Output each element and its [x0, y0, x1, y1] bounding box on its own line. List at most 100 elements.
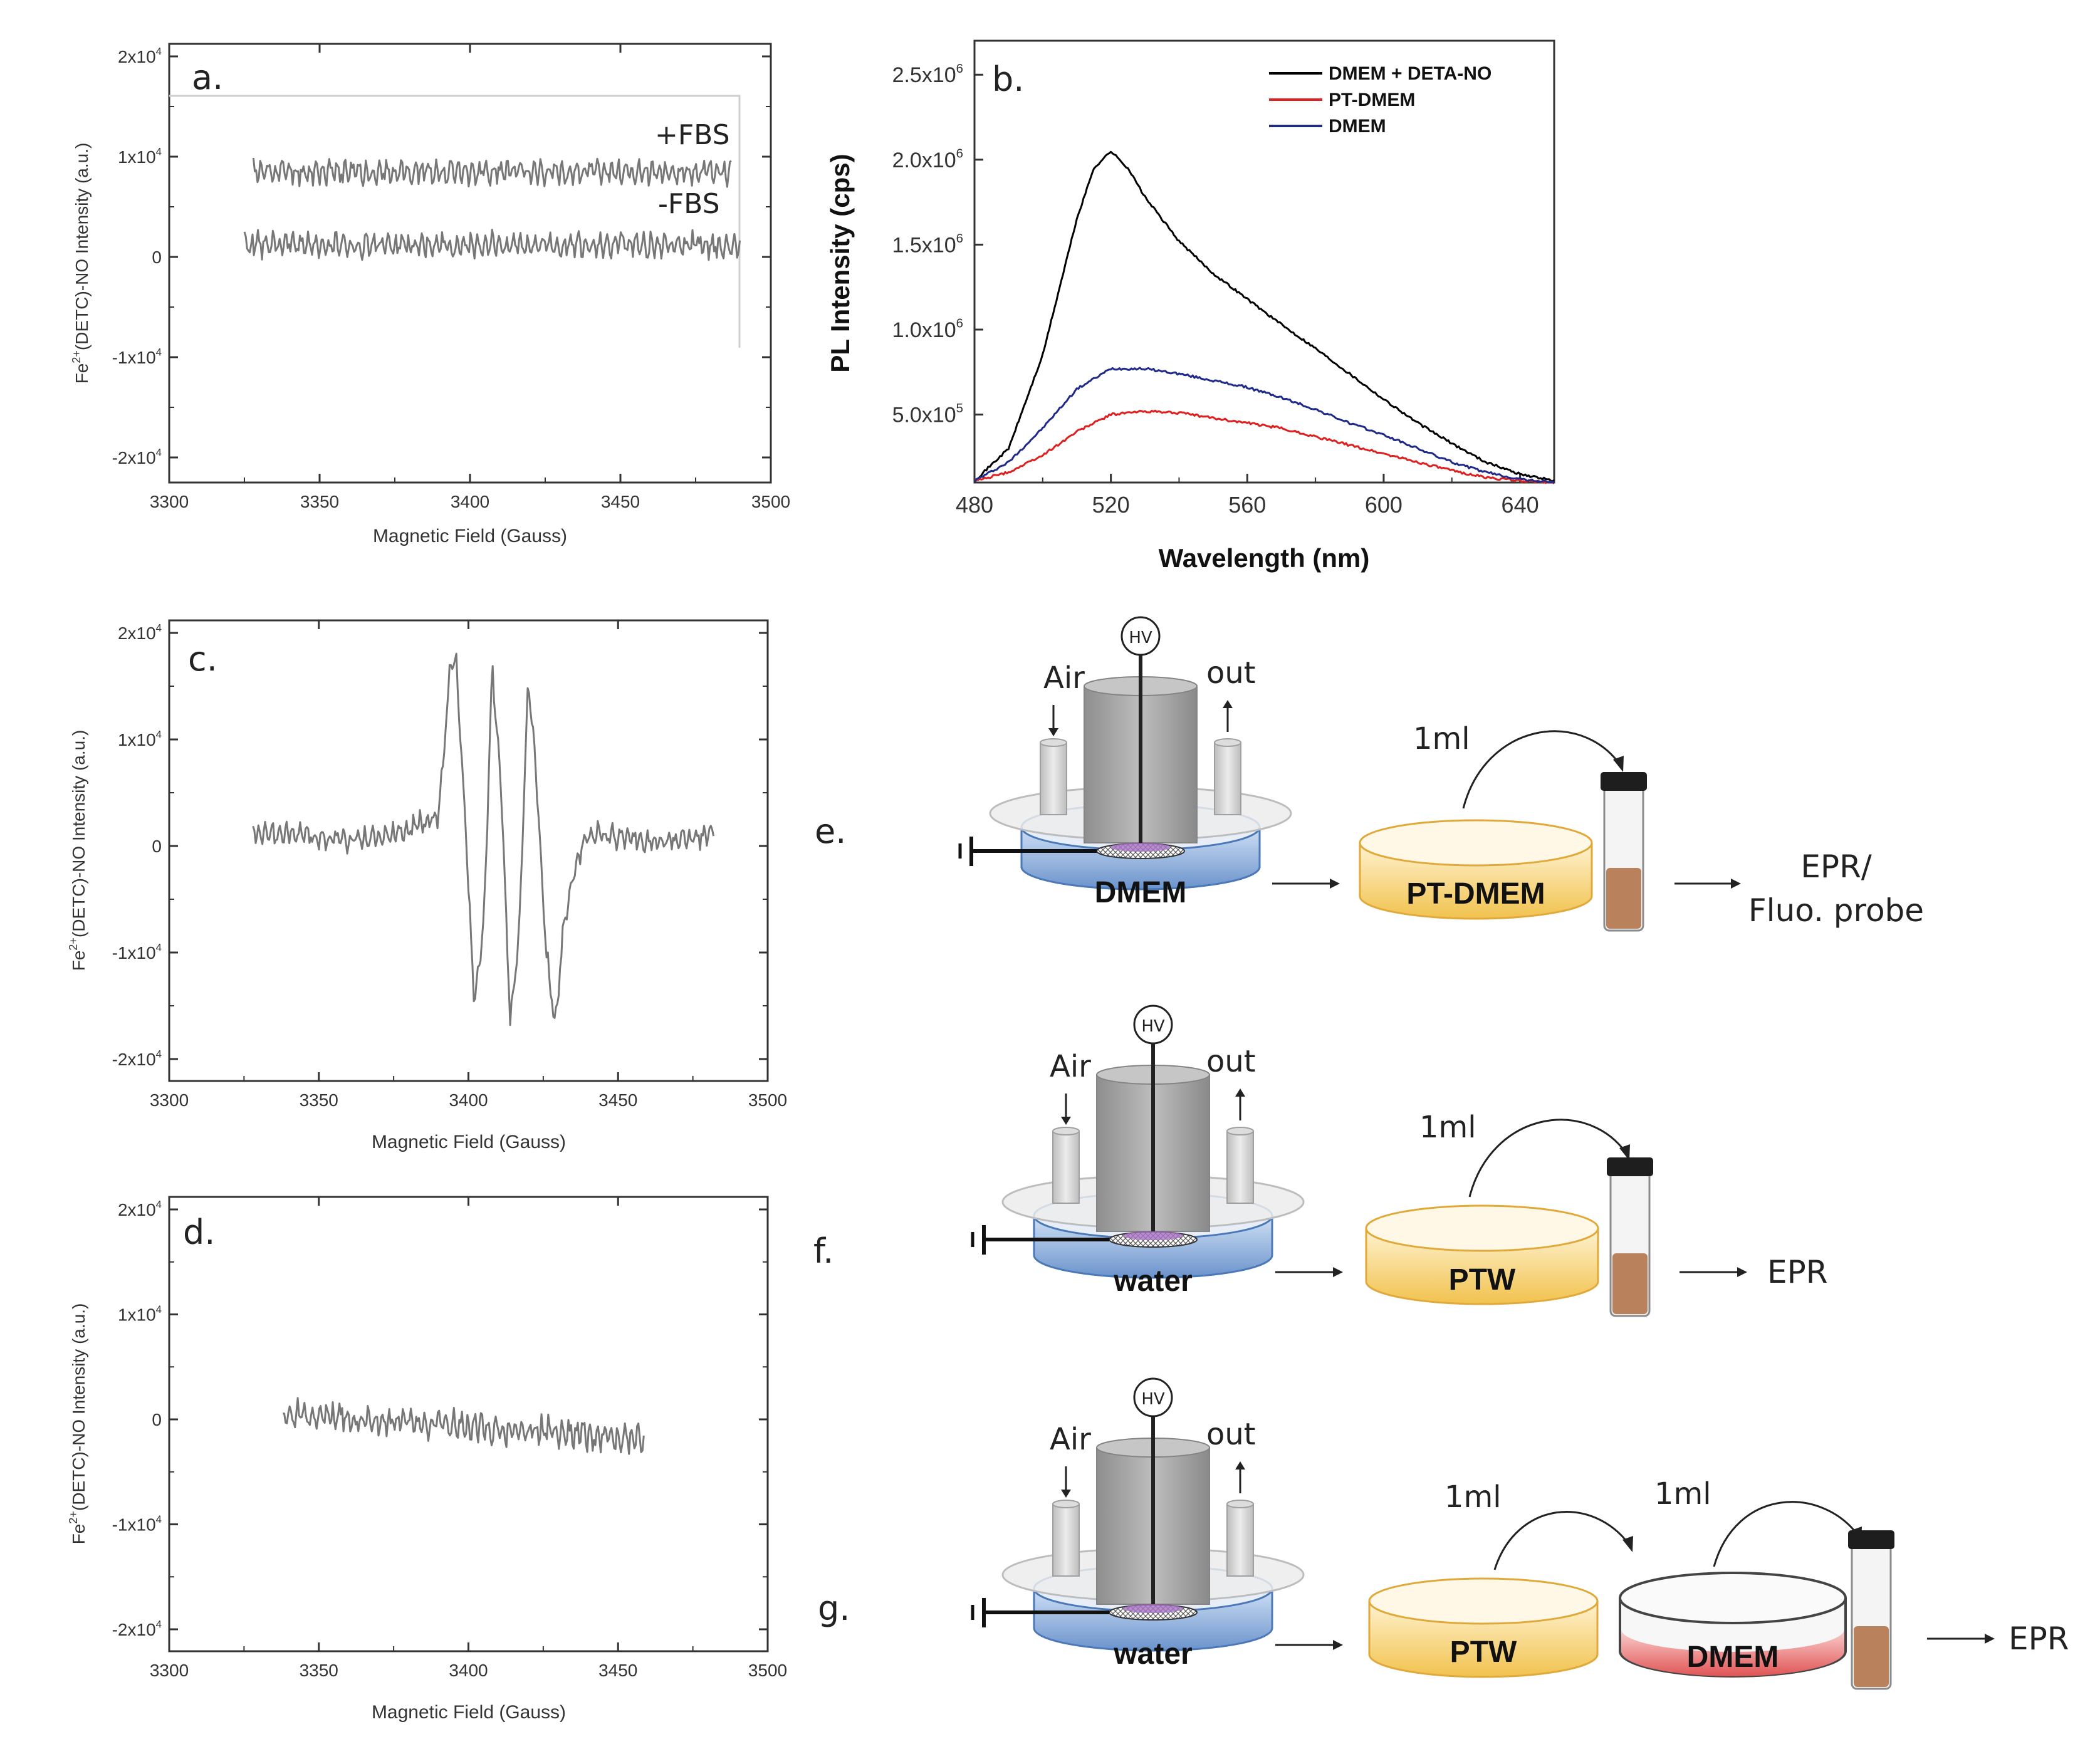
panel-c-frame: [168, 619, 769, 1082]
cell-medium-dish: DMEM: [1619, 1572, 1847, 1678]
out-label: out: [1206, 1417, 1256, 1452]
series-label-plus-fbs: +FBS: [655, 119, 730, 151]
gas-outlet-tube-top: [1214, 738, 1241, 747]
treated-label: PTW: [1450, 1636, 1517, 1669]
gas-outlet-tube-top: [1226, 1127, 1254, 1135]
y-label-rest: (DETC)-NO Intensity (a.u.): [72, 143, 91, 350]
y-tick-label: 2.0x106: [892, 147, 963, 172]
transfer-arrow: [1468, 1119, 1627, 1198]
panel-b-y-axis-label: PL Intensity (cps): [825, 154, 855, 372]
out-arrow-head: [1235, 1461, 1245, 1469]
legend-label-deta-no: DMEM + DETA-NO: [1329, 63, 1491, 84]
air-inlet-tube: [1052, 1503, 1080, 1577]
hv-label: HV: [1141, 1017, 1165, 1036]
panel-a-label: a.: [192, 58, 223, 97]
air-inlet-tube-top: [1052, 1500, 1080, 1508]
panel-d-x-ticks: 3300 3350 3400 3450 3500: [150, 1197, 787, 1680]
y-label-charge: 2+: [67, 1511, 80, 1524]
x-tick-label: 3300: [150, 1661, 189, 1680]
hv-source: [1133, 1377, 1173, 1417]
y-tick-label: -2x104: [112, 1618, 162, 1639]
transfer-arrow-head: [1613, 756, 1624, 772]
y-tick-label: 0: [152, 1410, 162, 1429]
vial-cap: [1601, 772, 1647, 791]
y-tick-label: -1x104: [112, 1513, 162, 1535]
output-label-epr: EPR: [1767, 1254, 1827, 1290]
x-tick-label: 3500: [748, 1661, 787, 1680]
treated-label: PT-DMEM: [1406, 877, 1545, 911]
flow-arrow-head: [1731, 879, 1741, 889]
panel-a-y-ticks: 2x104 1x104 0 -1x104 -2x104: [112, 45, 771, 467]
flow-arrow-head: [1333, 1640, 1343, 1650]
dish-rim: [1365, 1204, 1599, 1252]
series-line-dmem-deta-no: [973, 150, 1555, 483]
panel-a-x-ticks: 3300 3350 3400 3450 3500: [150, 44, 790, 511]
y-tick-label: 1x104: [118, 145, 162, 167]
air-inlet-tube-top: [1052, 1127, 1080, 1135]
air-label: Air: [1050, 1049, 1091, 1084]
panel-a-y-axis-label: Fe2+(DETC)-NO Intensity (a.u.): [70, 143, 91, 384]
plasma-reactor: HV Air out water: [971, 1377, 1305, 1671]
air-label: Air: [1050, 1422, 1091, 1457]
transfer-arrow-head: [1619, 1144, 1630, 1161]
y-tick-label: -2x104: [112, 446, 162, 467]
series-line-pt-dmem: [974, 409, 1555, 484]
y-tick-label: -2x104: [112, 1048, 162, 1069]
air-label: Air: [1043, 660, 1085, 696]
output-label-epr: EPR/: [1800, 848, 1871, 885]
y-label-charge: 2+: [67, 937, 80, 951]
gas-outlet-tube: [1214, 742, 1241, 815]
x-tick-label: 3400: [451, 492, 489, 511]
y-tick-label: 2x104: [118, 45, 162, 66]
y-tick-label: 2.5x106: [892, 62, 963, 87]
transfer-volume-label: 1ml: [1413, 721, 1470, 756]
x-tick-label: 3350: [300, 1661, 338, 1680]
series-line--fbs: [252, 157, 732, 188]
panel-b-label: b.: [992, 60, 1024, 99]
hv-label: HV: [1129, 629, 1152, 647]
panel-a-inset-frame: [169, 95, 741, 348]
panel-c-label: c.: [188, 639, 217, 679]
plasma-reactor: HV Air out water: [971, 1005, 1305, 1298]
air-arrow-head: [1048, 728, 1058, 736]
vial-liquid: [1606, 868, 1641, 929]
flow-arrow-head: [1737, 1267, 1747, 1277]
y-tick-label: 2x104: [118, 1198, 162, 1219]
series-line-epr-signal: [252, 652, 715, 1026]
diagram-g: g. HV Air out water: [818, 1377, 2069, 1690]
air-inlet-tube: [1052, 1130, 1080, 1204]
x-tick-label: 3500: [748, 1090, 787, 1110]
legend-label-pt-dmem: PT-DMEM: [1329, 90, 1415, 110]
hv-label: HV: [1141, 1390, 1165, 1409]
x-tick-label: 3300: [150, 492, 189, 511]
panel-d-x-axis-label: Magnetic Field (Gauss): [372, 1702, 566, 1723]
dish-rim: [1619, 1572, 1847, 1624]
panel-c-x-axis-label: Magnetic Field (Gauss): [372, 1132, 566, 1152]
air-arrow-head: [1061, 1490, 1071, 1498]
transfer-volume-label: 1ml: [1444, 1480, 1502, 1515]
panel-b-chart: b. 5.0x105 1.0x106 1.5x106 2.0x106 2.5x106 4…: [825, 39, 1555, 573]
panel-c-x-ticks: 3300 3350 3400 3450 3500: [150, 620, 787, 1110]
y-label-fe: Fe: [69, 1524, 88, 1545]
transfer-volume-label: 1ml: [1654, 1476, 1711, 1511]
x-tick-label: 3300: [150, 1090, 189, 1110]
transfer-arrow-head: [1622, 1536, 1633, 1552]
output-label-epr: EPR: [2009, 1621, 2069, 1657]
series-line-epr-signal: [283, 1397, 645, 1455]
sample-vial: [1848, 1530, 1894, 1690]
x-tick-label: 600: [1365, 492, 1403, 518]
panel-b-frame: [973, 39, 1555, 484]
y-tick-label: 1x104: [118, 728, 162, 749]
air-arrow-head: [1061, 1117, 1071, 1125]
vial-liquid: [1612, 1253, 1648, 1314]
transfer-volume-label: 1ml: [1419, 1110, 1476, 1145]
reactor-liquid-label: water: [1113, 1637, 1192, 1671]
sample-vial: [1601, 772, 1647, 932]
treated-water-dish: PTW: [1368, 1577, 1599, 1678]
sample-vial: [1607, 1157, 1653, 1317]
treated-medium-dish: PT-DMEM: [1359, 819, 1593, 920]
hv-source: [1121, 616, 1161, 656]
y-label-charge: 2+: [70, 350, 83, 363]
reactor-liquid-label: water: [1113, 1265, 1192, 1298]
